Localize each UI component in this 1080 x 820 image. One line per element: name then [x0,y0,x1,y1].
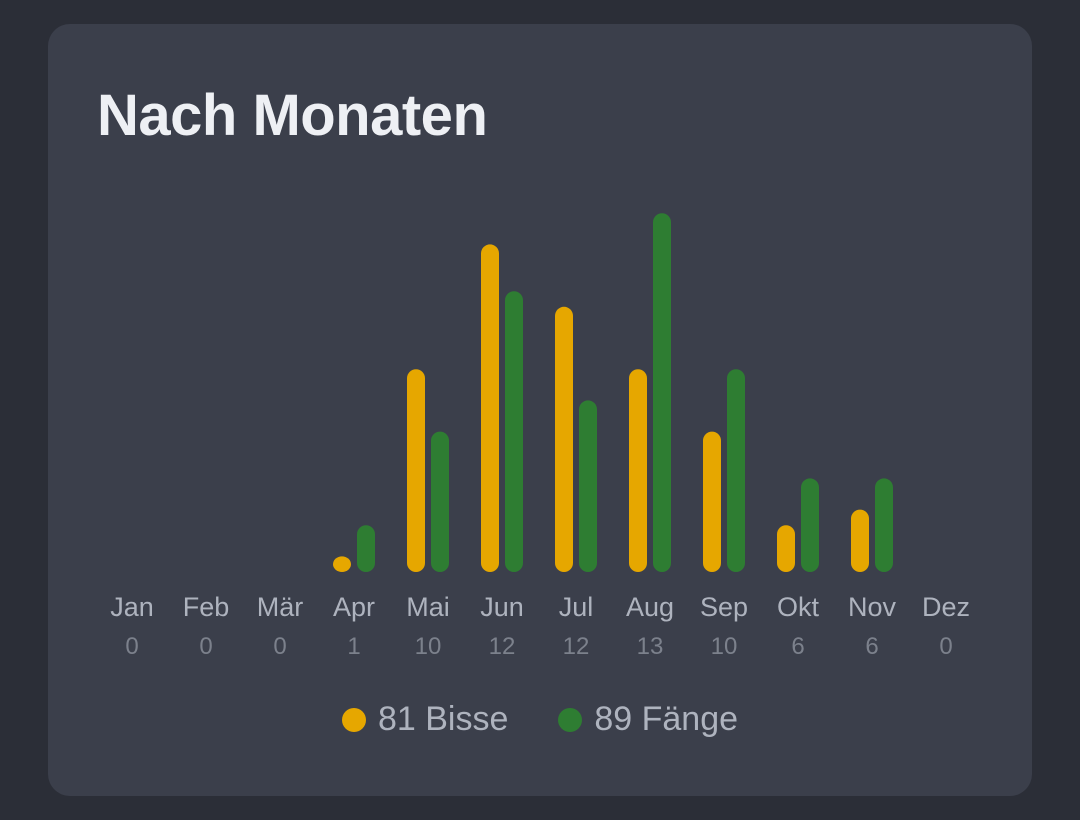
x-tick-label: Jul [559,592,594,622]
x-tick-label: Aug [626,592,674,622]
bar-bites-Nov [851,509,869,572]
x-tick-label: Jan [110,592,154,622]
x-tick-label: Dez [922,592,970,622]
x-tick-label: Mai [406,592,450,622]
x-tick-label: Nov [848,592,897,622]
month-count-label: 1 [347,633,360,660]
month-count-label: 0 [125,633,138,660]
x-tick-label: Mär [257,592,304,622]
legend-item-bites: 81 Bisse [341,700,509,739]
x-tick-label: Jun [480,592,524,622]
month-count-label: 12 [563,633,590,660]
bar-catches-Aug [653,213,671,572]
x-tick-label: Feb [183,592,230,622]
bar-bites-Okt [777,525,795,572]
month-count-label: 0 [199,633,212,660]
bar-catches-Mai [431,431,449,572]
month-count-label: 10 [415,633,442,660]
bar-catches-Okt [801,478,819,572]
bar-bites-Apr [333,556,351,572]
bar-bites-Jun [481,244,499,572]
month-count-label: 10 [711,633,738,660]
legend-dot-catches [558,707,583,732]
legend-label-catches: 89 Fänge [594,700,739,738]
month-count-label: 0 [939,633,952,660]
bar-catches-Apr [357,525,375,572]
chart-legend: 81 Bisse 89 Fänge [48,700,1032,739]
x-tick-label: Apr [333,592,375,622]
monthly-bar-chart: Jan 0 Feb 0 Mär 0 Apr 1 Mai 10 Jun 12 Jul 12 Aug 13 Sep 1… [110,213,970,660]
monthly-stats-card: Nach Monaten Jan 0 Feb 0 Mär 0 Apr 1 Mai 10 Jun 12 J… [48,24,1032,796]
x-tick-label: Okt [777,592,820,622]
bar-bites-Aug [629,369,647,572]
card-title: Nach Monaten [97,83,488,148]
bar-catches-Jun [505,291,523,572]
month-count-label: 12 [489,633,516,660]
legend-label-bites: 81 Bisse [377,700,509,738]
month-count-label: 13 [637,633,664,660]
month-count-label: 0 [273,633,286,660]
month-count-label: 6 [865,633,878,660]
bar-bites-Mai [407,369,425,572]
bar-catches-Nov [875,478,893,572]
bar-catches-Jul [579,400,597,572]
legend-dot-bites [341,707,366,732]
bar-bites-Sep [703,431,721,572]
legend-item-catches: 89 Fänge [558,700,738,739]
bar-bites-Jul [555,306,573,572]
month-count-label: 6 [791,633,804,660]
bar-catches-Sep [727,369,745,572]
x-tick-label: Sep [700,592,748,622]
